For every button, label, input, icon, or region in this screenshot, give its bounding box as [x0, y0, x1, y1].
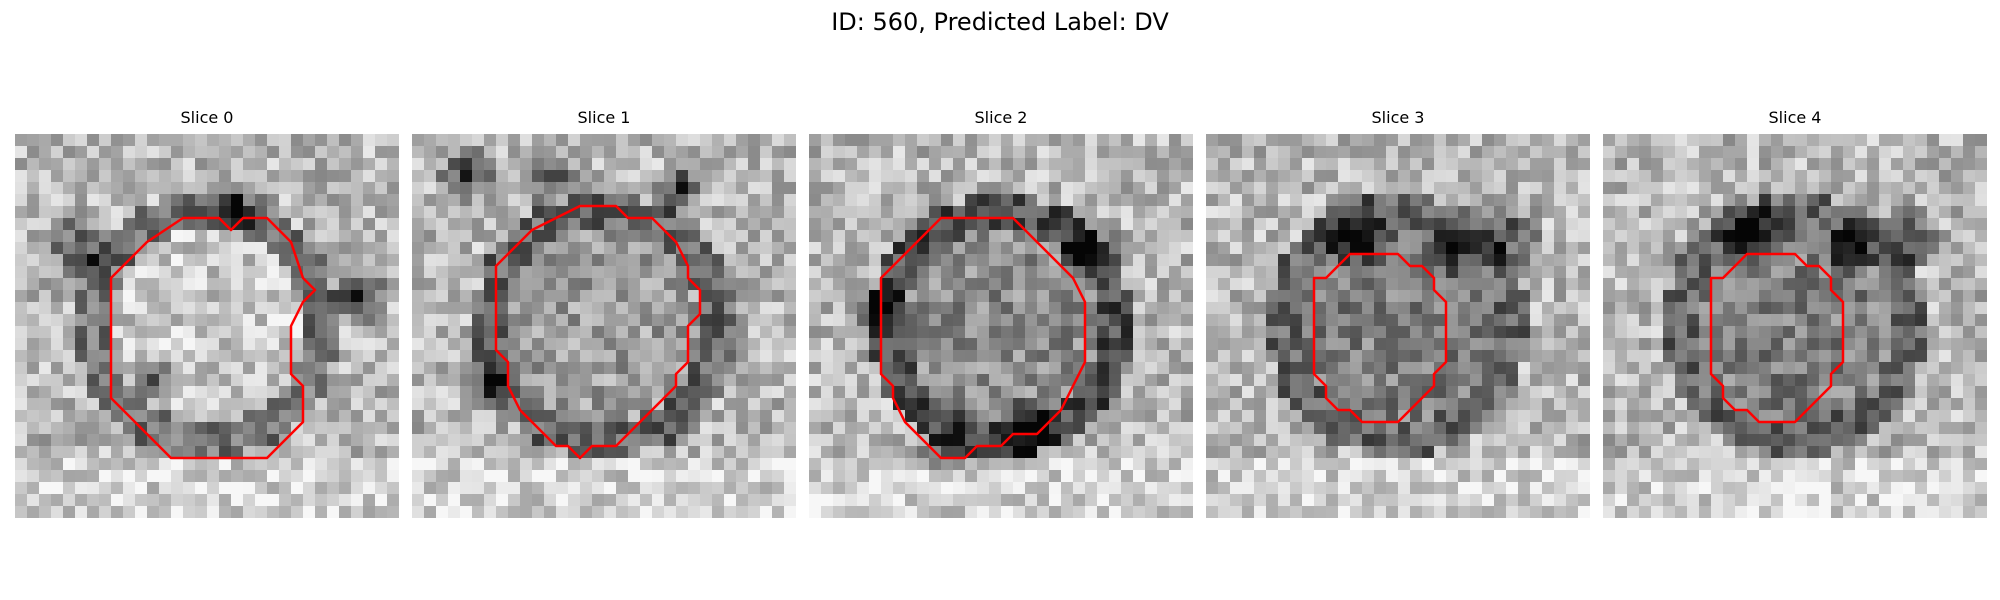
slice-panel-2: Slice 2	[809, 107, 1193, 518]
slice-panel-1: Slice 1	[412, 107, 796, 518]
slice-mosaic	[15, 134, 399, 518]
slice-panel-3: Slice 3	[1206, 107, 1590, 518]
slice-image	[15, 134, 399, 518]
slice-image	[1206, 134, 1590, 518]
slice-title: Slice 1	[577, 108, 631, 127]
segmentation-contour	[494, 204, 702, 460]
segmentation-contour	[109, 216, 317, 460]
slice-title: Slice 4	[1768, 108, 1822, 127]
slice-mosaic	[412, 134, 796, 518]
slice-image	[1603, 134, 1987, 518]
segmentation-contour	[1312, 252, 1448, 424]
slice-title: Slice 0	[180, 108, 234, 127]
slice-mosaic	[1603, 134, 1987, 518]
slice-image	[412, 134, 796, 518]
slice-mosaic	[1206, 134, 1590, 518]
figure-title: ID: 560, Predicted Label: DV	[831, 8, 1169, 36]
slice-title: Slice 3	[1371, 108, 1425, 127]
slice-image	[809, 134, 1193, 518]
slice-panel-4: Slice 4	[1603, 107, 1987, 518]
slice-mosaic	[809, 134, 1193, 518]
slice-title: Slice 2	[974, 108, 1028, 127]
segmentation-contour	[879, 216, 1087, 460]
segmentation-contour	[1709, 252, 1845, 424]
slice-panel-0: Slice 0	[15, 107, 399, 518]
